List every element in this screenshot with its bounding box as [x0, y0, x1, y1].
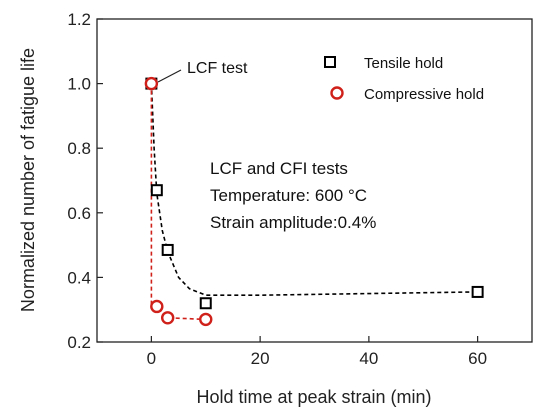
compressive-hold-point: [199, 312, 213, 327]
test-conditions-note: LCF and CFI tests Temperature: 600 °C St…: [210, 159, 376, 232]
legend-label-tensile: Tensile hold: [364, 55, 443, 72]
note-line-temperature: Temperature: 600 °C: [210, 186, 367, 205]
lcf-test-annotation: LCF test: [187, 60, 248, 77]
compressive-hold-point: [150, 299, 164, 314]
lcf-test-leader: [157, 69, 182, 83]
compressive-hold-point: [144, 76, 159, 91]
x-axis-ticks: 0 20 40 60: [147, 336, 487, 368]
y-tick-label: 0.6: [67, 204, 91, 223]
data-points: [144, 76, 484, 327]
x-tick-label: 60: [468, 349, 487, 368]
legend-label-compressive: Compressive hold: [364, 86, 484, 103]
y-tick-label: 0.4: [67, 268, 91, 287]
legend-marker-compressive: [330, 86, 344, 100]
y-axis-title: Normalized number of fatigue life: [18, 48, 38, 312]
note-line-tests: LCF and CFI tests: [210, 159, 348, 178]
x-tick-label: 40: [359, 349, 378, 368]
y-tick-label: 0.8: [67, 139, 91, 158]
x-axis-title: Hold time at peak strain (min): [196, 387, 431, 407]
compressive-hold-point: [160, 311, 175, 325]
tensile-fit-line: [150, 83, 478, 297]
y-tick-label: 1.0: [67, 75, 91, 94]
y-axis-ticks: 0.2 0.4 0.6 0.8 1.0 1.2: [67, 10, 103, 352]
compressive-fit-line: [150, 83, 206, 321]
legend: Tensile hold Compressive hold: [324, 55, 484, 103]
y-tick-label: 0.2: [67, 333, 91, 352]
tensile-hold-point: [161, 243, 174, 256]
tensile-hold-point: [150, 184, 163, 197]
x-tick-label: 0: [147, 349, 156, 368]
fit-lines: [150, 83, 478, 321]
plot-frame: [96, 18, 533, 343]
tensile-hold-point: [199, 297, 212, 310]
y-tick-label: 1.2: [67, 10, 91, 29]
legend-marker-tensile: [324, 56, 336, 68]
x-tick-label: 20: [251, 349, 270, 368]
note-line-strain: Strain amplitude:0.4%: [210, 213, 376, 232]
tensile-hold-point: [471, 285, 484, 298]
